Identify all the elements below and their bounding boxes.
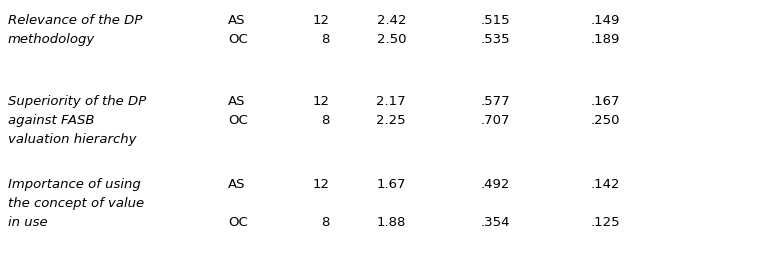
Text: 12: 12 bbox=[313, 178, 330, 191]
Text: 2.17: 2.17 bbox=[376, 95, 406, 108]
Text: against FASB: against FASB bbox=[8, 114, 94, 127]
Text: 2.25: 2.25 bbox=[376, 114, 406, 127]
Text: .707: .707 bbox=[481, 114, 510, 127]
Text: .142: .142 bbox=[591, 178, 620, 191]
Text: AS: AS bbox=[228, 14, 245, 27]
Text: valuation hierarchy: valuation hierarchy bbox=[8, 133, 136, 146]
Text: .515: .515 bbox=[481, 14, 510, 27]
Text: .149: .149 bbox=[591, 14, 620, 27]
Text: 2.42: 2.42 bbox=[376, 14, 406, 27]
Text: .577: .577 bbox=[481, 95, 510, 108]
Text: AS: AS bbox=[228, 178, 245, 191]
Text: .189: .189 bbox=[591, 33, 620, 46]
Text: 8: 8 bbox=[322, 216, 330, 229]
Text: in use: in use bbox=[8, 216, 48, 229]
Text: OC: OC bbox=[228, 114, 248, 127]
Text: 8: 8 bbox=[322, 33, 330, 46]
Text: Relevance of the DP: Relevance of the DP bbox=[8, 14, 142, 27]
Text: .125: .125 bbox=[591, 216, 620, 229]
Text: .250: .250 bbox=[591, 114, 620, 127]
Text: .492: .492 bbox=[481, 178, 510, 191]
Text: 12: 12 bbox=[313, 14, 330, 27]
Text: OC: OC bbox=[228, 216, 248, 229]
Text: .167: .167 bbox=[591, 95, 620, 108]
Text: Superiority of the DP: Superiority of the DP bbox=[8, 95, 146, 108]
Text: 12: 12 bbox=[313, 95, 330, 108]
Text: 1.88: 1.88 bbox=[377, 216, 406, 229]
Text: .354: .354 bbox=[481, 216, 510, 229]
Text: Importance of using: Importance of using bbox=[8, 178, 141, 191]
Text: 1.67: 1.67 bbox=[376, 178, 406, 191]
Text: 2.50: 2.50 bbox=[376, 33, 406, 46]
Text: .535: .535 bbox=[481, 33, 510, 46]
Text: the concept of value: the concept of value bbox=[8, 197, 144, 210]
Text: methodology: methodology bbox=[8, 33, 95, 46]
Text: OC: OC bbox=[228, 33, 248, 46]
Text: AS: AS bbox=[228, 95, 245, 108]
Text: 8: 8 bbox=[322, 114, 330, 127]
